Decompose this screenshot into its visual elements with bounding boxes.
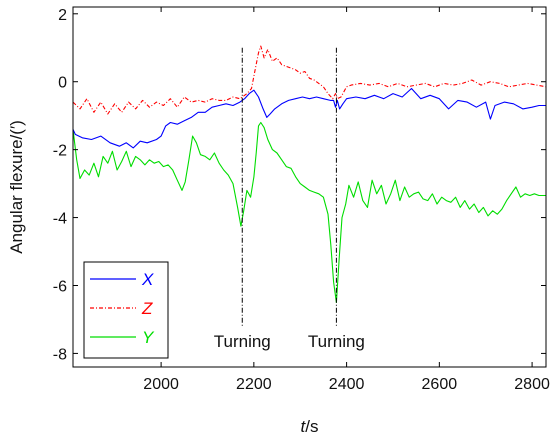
- series-line-x: [72, 87, 546, 149]
- series-line-y: [72, 121, 546, 304]
- x-tick-label: 2200: [236, 376, 272, 393]
- plot-frame: [72, 6, 547, 368]
- annotation-layer: Turning Turning: [214, 332, 365, 351]
- legend-label-y: Y: [142, 328, 155, 347]
- series-line-z: [72, 45, 547, 115]
- y-tick-label: 0: [58, 75, 67, 92]
- turning-marker-layer: [241, 47, 337, 327]
- axis-layer: 2000 2200 2400 2600 2800 2 0 -2 -4 -6 -8: [53, 6, 550, 393]
- legend-label-x: X: [141, 270, 154, 289]
- y-tick-label: 2: [58, 7, 67, 24]
- y-axis-label: Angular flexure/(′): [7, 120, 26, 254]
- y-tick-label: -8: [53, 346, 67, 363]
- x-tick-label: 2400: [329, 376, 365, 393]
- x-tick-label: 2800: [514, 376, 550, 393]
- y-tick-label: -6: [53, 278, 67, 295]
- x-tick-label: 2000: [143, 376, 179, 393]
- y-tick-label: -4: [53, 211, 67, 228]
- y-tick-label: -2: [53, 143, 67, 160]
- legend: XZY: [83, 261, 169, 359]
- legend-box: [83, 261, 169, 359]
- annotation-turning-2: Turning: [308, 332, 365, 351]
- x-tick-label: 2600: [422, 376, 458, 393]
- annotation-turning-1: Turning: [214, 332, 271, 351]
- x-axis-label: t/s: [301, 417, 319, 436]
- series-layer: [72, 45, 547, 304]
- legend-label-z: Z: [141, 299, 153, 318]
